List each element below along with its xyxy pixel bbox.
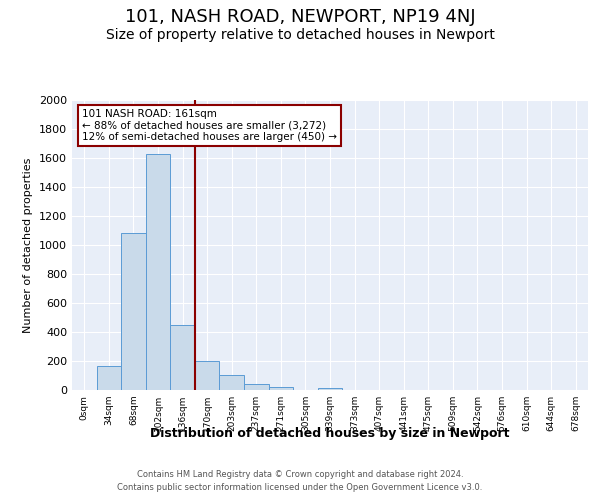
Bar	[318, 388, 342, 390]
Text: Contains HM Land Registry data © Crown copyright and database right 2024.: Contains HM Land Registry data © Crown c…	[137, 470, 463, 479]
Bar	[195, 361, 220, 390]
Bar	[121, 234, 146, 390]
Text: Size of property relative to detached houses in Newport: Size of property relative to detached ho…	[106, 28, 494, 42]
Text: 101 NASH ROAD: 161sqm
← 88% of detached houses are smaller (3,272)
12% of semi-d: 101 NASH ROAD: 161sqm ← 88% of detached …	[82, 108, 337, 142]
Bar	[220, 375, 244, 390]
Bar	[97, 366, 121, 390]
Text: Contains public sector information licensed under the Open Government Licence v3: Contains public sector information licen…	[118, 482, 482, 492]
Bar	[146, 154, 170, 390]
Bar	[244, 384, 269, 390]
Text: 101, NASH ROAD, NEWPORT, NP19 4NJ: 101, NASH ROAD, NEWPORT, NP19 4NJ	[125, 8, 475, 26]
Bar	[170, 325, 195, 390]
Text: Distribution of detached houses by size in Newport: Distribution of detached houses by size …	[150, 428, 510, 440]
Bar	[269, 388, 293, 390]
Y-axis label: Number of detached properties: Number of detached properties	[23, 158, 34, 332]
